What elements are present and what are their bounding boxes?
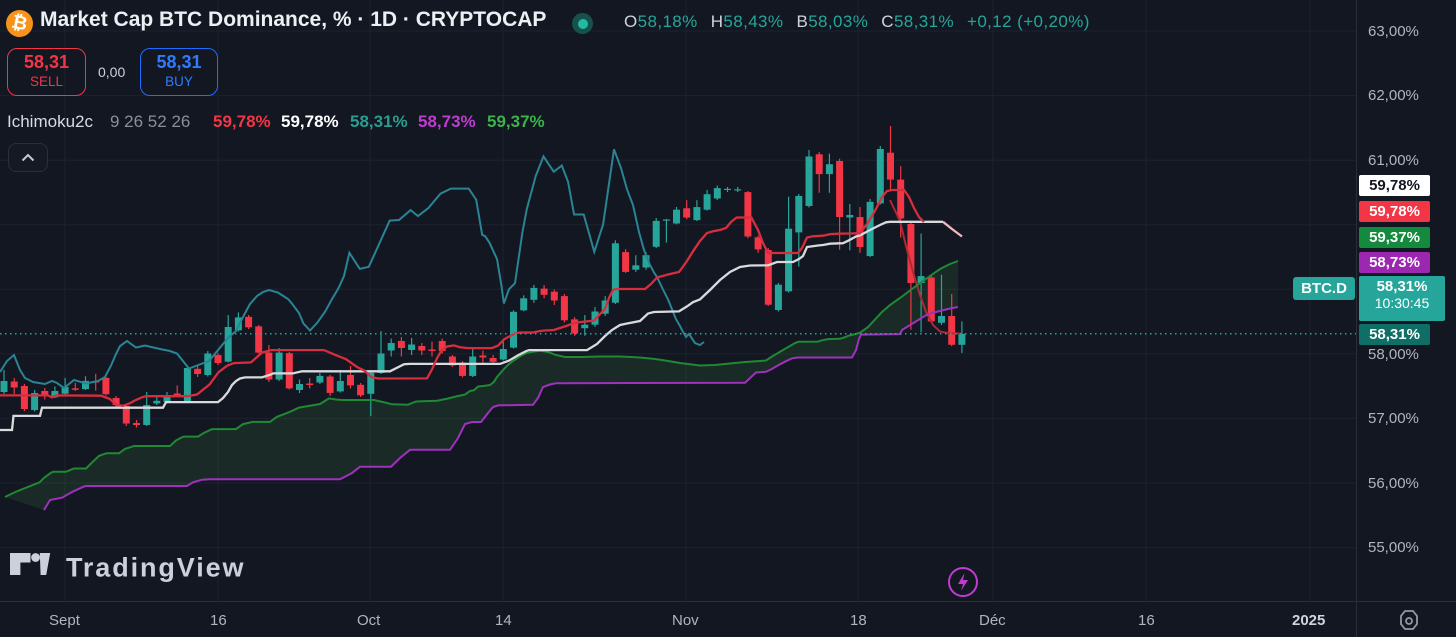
- svg-text:TradingView: TradingView: [66, 553, 245, 583]
